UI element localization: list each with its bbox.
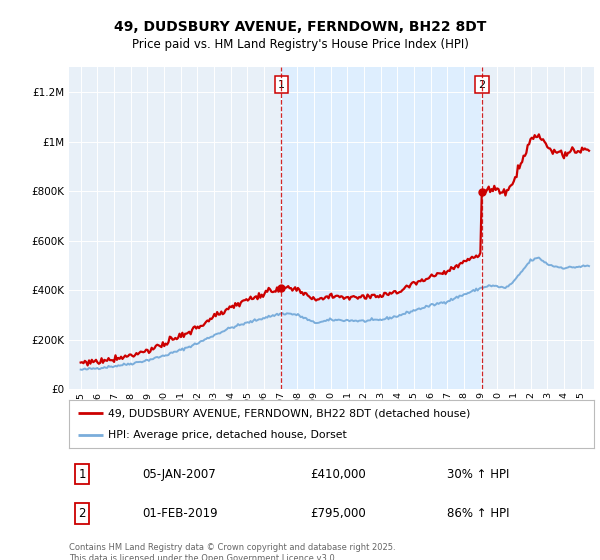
Text: Price paid vs. HM Land Registry's House Price Index (HPI): Price paid vs. HM Land Registry's House … (131, 38, 469, 52)
Text: 2: 2 (79, 507, 86, 520)
Text: HPI: Average price, detached house, Dorset: HPI: Average price, detached house, Dors… (109, 430, 347, 440)
Text: 05-JAN-2007: 05-JAN-2007 (143, 468, 216, 481)
Text: 1: 1 (278, 80, 284, 90)
Text: 86% ↑ HPI: 86% ↑ HPI (447, 507, 509, 520)
Bar (281, 67, 482, 389)
Text: 49, DUDSBURY AVENUE, FERNDOWN, BH22 8DT: 49, DUDSBURY AVENUE, FERNDOWN, BH22 8DT (114, 20, 486, 34)
Text: 01-FEB-2019: 01-FEB-2019 (143, 507, 218, 520)
Text: Contains HM Land Registry data © Crown copyright and database right 2025.
This d: Contains HM Land Registry data © Crown c… (69, 543, 395, 560)
Text: £410,000: £410,000 (311, 468, 366, 481)
Text: 2: 2 (478, 80, 485, 90)
Text: £795,000: £795,000 (311, 507, 366, 520)
Text: 49, DUDSBURY AVENUE, FERNDOWN, BH22 8DT (detached house): 49, DUDSBURY AVENUE, FERNDOWN, BH22 8DT … (109, 408, 471, 418)
Text: 1: 1 (79, 468, 86, 481)
Text: 30% ↑ HPI: 30% ↑ HPI (447, 468, 509, 481)
